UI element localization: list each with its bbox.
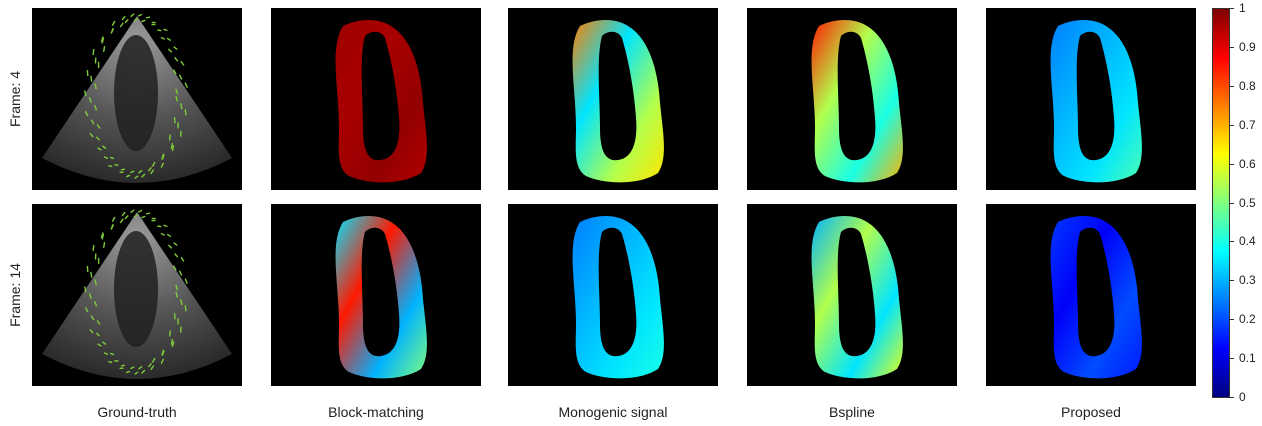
strain-map-panel bbox=[508, 204, 718, 386]
colorbar-tick-mark bbox=[1230, 319, 1234, 321]
colorbar-tick-label: 0.7 bbox=[1239, 117, 1256, 132]
ultrasound-panel bbox=[32, 204, 242, 386]
colorbar-tick-mark bbox=[1230, 202, 1234, 204]
myocardium bbox=[335, 216, 427, 379]
strain-map-panel bbox=[986, 8, 1196, 190]
ultrasound-panel bbox=[32, 8, 242, 190]
strain-map-panel bbox=[271, 8, 481, 190]
myocardium bbox=[811, 216, 903, 379]
colorbar-tick-label: 0.9 bbox=[1239, 39, 1256, 54]
colorbar-tick-mark bbox=[1230, 85, 1234, 87]
colorbar-tick-mark bbox=[1230, 358, 1234, 360]
myocardium bbox=[572, 20, 664, 183]
colorbar-tick-label: 0 bbox=[1239, 390, 1246, 404]
myocardium bbox=[1050, 216, 1142, 379]
column-label: Proposed bbox=[1061, 404, 1121, 420]
column-label: Bspline bbox=[829, 404, 875, 420]
myocardium bbox=[335, 20, 427, 183]
strain-map-panel bbox=[747, 204, 957, 386]
myocardium bbox=[572, 216, 664, 379]
colorbar-tick-mark bbox=[1230, 163, 1234, 165]
colorbar-tick-label: 0.3 bbox=[1239, 273, 1256, 288]
column-label: Block-matching bbox=[328, 404, 424, 420]
colorbar-tick-label: 0.8 bbox=[1239, 78, 1256, 93]
colorbar-tick-mark bbox=[1230, 397, 1234, 398]
column-label: Ground-truth bbox=[97, 404, 177, 420]
vector-field bbox=[83, 209, 188, 375]
strain-map-panel bbox=[986, 204, 1196, 386]
row-label-text: Frame: 14 bbox=[7, 263, 23, 327]
colorbar-tick-label: 0.4 bbox=[1239, 234, 1256, 249]
strain-map-panel bbox=[747, 8, 957, 190]
row-label-text: Frame: 4 bbox=[7, 70, 23, 128]
strain-map-panel bbox=[508, 8, 718, 190]
colorbar bbox=[1212, 8, 1230, 398]
colorbar-tick-label: 0.1 bbox=[1239, 351, 1256, 366]
cavity bbox=[114, 231, 158, 347]
colorbar-tick-label: 0.5 bbox=[1239, 195, 1256, 210]
cavity bbox=[114, 35, 158, 151]
colorbar-tick-mark bbox=[1230, 124, 1234, 126]
colorbar-tick-mark bbox=[1230, 280, 1234, 282]
colorbar-tick-mark bbox=[1230, 241, 1234, 243]
colorbar-tick-label: 1 bbox=[1239, 1, 1246, 15]
colorbar-tick-mark bbox=[1230, 8, 1234, 9]
colorbar-tick-mark bbox=[1230, 46, 1234, 48]
colorbar-tick-label: 0.6 bbox=[1239, 156, 1256, 171]
column-label: Monogenic signal bbox=[558, 404, 668, 420]
vector-field bbox=[83, 13, 188, 179]
colorbar-tick-label: 0.2 bbox=[1239, 312, 1256, 327]
strain-map-panel bbox=[271, 204, 481, 386]
myocardium bbox=[811, 20, 903, 183]
myocardium bbox=[1050, 20, 1142, 183]
